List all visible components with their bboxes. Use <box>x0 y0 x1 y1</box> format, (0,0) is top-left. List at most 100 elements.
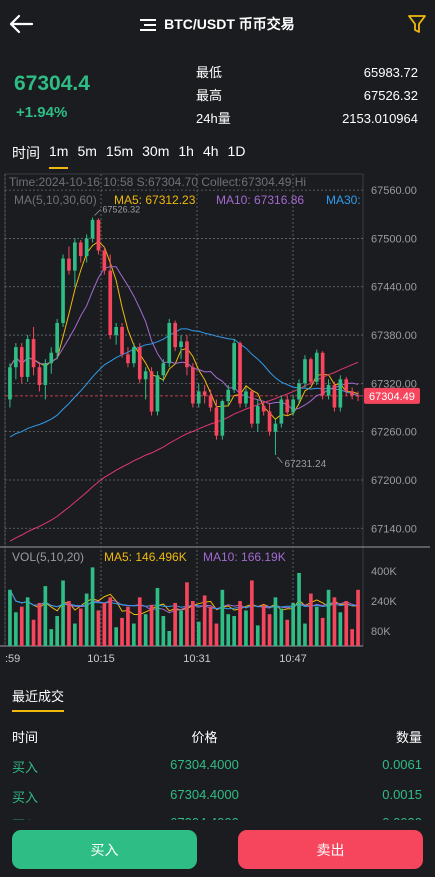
volume-bar <box>291 602 295 646</box>
min-price-label: 67231.24 <box>284 459 326 470</box>
tab-1m[interactable]: 1m <box>49 143 69 169</box>
stat-row-low: 最低 65983.72 <box>196 64 418 87</box>
volume-bar <box>31 619 36 646</box>
stat-label: 最低 <box>196 65 223 80</box>
price-tick-label: 67560.00 <box>371 185 417 197</box>
last-price: 67304.4 <box>14 72 90 95</box>
candle-body <box>96 219 101 251</box>
candle-body <box>155 375 160 412</box>
volume-bar <box>161 616 166 646</box>
tab-5m[interactable]: 5m <box>77 143 97 159</box>
volume-bar <box>285 619 290 646</box>
volume-bar <box>338 612 343 646</box>
candle-body <box>255 405 260 424</box>
volume-bar <box>255 625 260 646</box>
volume-bar <box>37 602 42 646</box>
kline-chart[interactable]: 67560.00 67500.00 67440.00 67380.00 67320.00… <box>0 168 435 668</box>
tab-4h[interactable]: 4h <box>202 143 219 159</box>
candle-body <box>161 363 166 376</box>
volume-bar <box>309 593 313 646</box>
filter-icon[interactable] <box>407 13 427 35</box>
candle-body <box>149 371 154 412</box>
candle-body <box>31 339 36 368</box>
volume-bar <box>332 597 337 646</box>
candle-body <box>214 407 219 436</box>
ticker-stats: 最低 65983.72 最高 67526.32 24h量 2153.010964 <box>196 64 418 133</box>
volume-bar <box>8 589 12 646</box>
candle-body <box>143 371 148 380</box>
volume-bar <box>273 597 278 646</box>
candle-body <box>19 347 24 377</box>
volume-bar <box>102 602 107 646</box>
volume-bar <box>196 621 201 646</box>
max-marker-line <box>94 209 101 216</box>
candle-body <box>226 389 231 402</box>
candle-body <box>173 322 177 348</box>
tab-1h[interactable]: 1h <box>178 143 194 159</box>
volume-bar <box>173 602 177 646</box>
ma30-legend: MA30: <box>326 193 361 207</box>
candle-body <box>344 379 349 392</box>
stat-value: 67526.32 <box>363 88 418 103</box>
back-arrow-icon[interactable] <box>8 12 34 36</box>
trade-side: 买入 <box>12 760 39 775</box>
volume-bar <box>167 631 172 646</box>
candle-body <box>326 384 331 396</box>
volume-bar <box>250 580 254 646</box>
candle-body <box>232 343 236 390</box>
volume-bar <box>78 608 83 646</box>
stat-row-volume: 24h量 2153.010964 <box>196 110 418 133</box>
time-tick-label: :59 <box>5 653 20 665</box>
volume-bar <box>149 604 154 646</box>
candle-body <box>126 354 130 364</box>
volume-bar <box>303 623 307 646</box>
price-tick-label: 67440.00 <box>371 282 417 294</box>
candle-body <box>238 343 242 404</box>
candle-body <box>250 391 254 424</box>
candle-body <box>37 367 42 385</box>
sell-button[interactable]: 卖出 <box>238 830 423 869</box>
page-title: BTC/USDT 币币交易 <box>164 16 295 32</box>
volume-bar <box>84 593 89 646</box>
stat-label: 最高 <box>196 88 223 103</box>
ma5-line <box>9 240 359 420</box>
volume-bar <box>137 597 142 646</box>
trade-price: 67304.4000 <box>170 787 239 802</box>
volume-bar <box>279 608 284 646</box>
candle-body <box>73 242 77 271</box>
candle-body <box>297 383 301 400</box>
candle-body <box>267 411 272 432</box>
volume-bar <box>326 589 331 646</box>
bottom-action-bar: 买入 卖出 <box>0 820 435 877</box>
candle-body <box>220 401 225 436</box>
trades-header: 时间 价格 数量 <box>12 727 422 746</box>
interval-tabs: 时间 1m 5m 15m 30m 1h 4h 1D <box>12 143 254 169</box>
volume-bar <box>19 606 24 646</box>
trade-row: 买入 67304.4000 0.0061 <box>12 757 422 776</box>
buy-button[interactable]: 买入 <box>12 830 197 869</box>
recent-trades-title[interactable]: 最近成交 <box>12 686 65 712</box>
volume-bar <box>61 580 65 646</box>
volume-bar <box>179 610 183 646</box>
volume-bars <box>8 567 360 646</box>
volume-bar <box>267 614 272 646</box>
ma10-line <box>9 265 359 411</box>
tab-15m[interactable]: 15m <box>105 143 134 159</box>
volume-tick-label: 80K <box>371 626 391 638</box>
candle-body <box>120 326 124 355</box>
volume-bar <box>108 597 113 646</box>
candle-body <box>43 363 48 385</box>
volume-bar <box>55 616 59 646</box>
volume-bar <box>73 623 77 646</box>
tab-1d[interactable]: 1D <box>227 143 246 159</box>
tab-time[interactable]: 时间 <box>12 145 40 161</box>
candle-body <box>279 399 284 424</box>
candle-body <box>14 347 18 368</box>
volume-bar <box>96 610 101 646</box>
candle-body <box>273 423 278 432</box>
candle-body <box>8 367 12 400</box>
volume-bar <box>350 629 354 646</box>
tab-30m[interactable]: 30m <box>142 143 170 159</box>
volume-bar <box>297 572 301 646</box>
candle-body <box>84 238 89 257</box>
